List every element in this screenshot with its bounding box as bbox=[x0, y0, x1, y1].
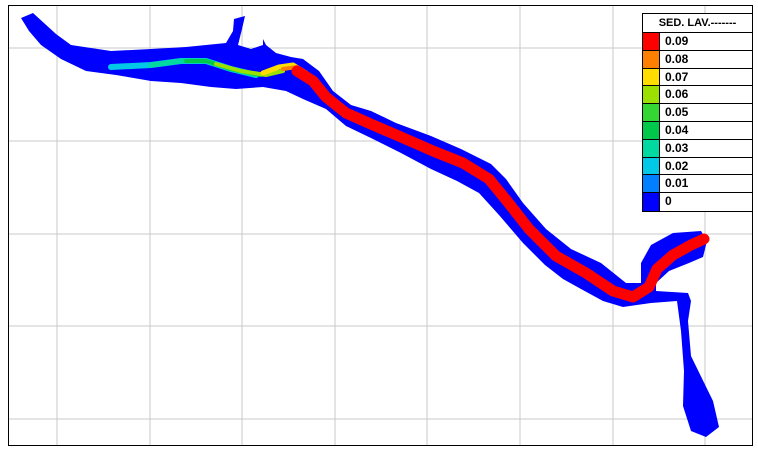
legend-label: 0.06 bbox=[665, 87, 689, 102]
legend-swatch bbox=[643, 50, 660, 68]
legend-entry: 0.09 bbox=[643, 33, 752, 51]
legend-entry: 0.08 bbox=[643, 50, 752, 69]
legend-label: 0.02 bbox=[665, 158, 689, 173]
legend-swatch bbox=[643, 139, 660, 157]
legend-label: 0.03 bbox=[665, 140, 689, 155]
legend-swatch bbox=[643, 68, 660, 86]
legend-swatch bbox=[643, 193, 660, 211]
legend-swatch bbox=[643, 121, 660, 139]
legend-label: 0.01 bbox=[665, 176, 689, 191]
legend-swatch bbox=[643, 86, 660, 104]
legend-entry: 0.03 bbox=[643, 139, 752, 158]
legend: SED. LAV.------- 0.09 0.08 0.07 0.06 0.0… bbox=[642, 13, 752, 212]
legend-label: 0 bbox=[665, 194, 672, 209]
legend-label: 0.07 bbox=[665, 69, 689, 84]
legend-entry: 0.02 bbox=[643, 157, 752, 176]
map-frame: SED. LAV.------- 0.09 0.08 0.07 0.06 0.0… bbox=[8, 5, 753, 446]
legend-label: 0.09 bbox=[665, 34, 689, 48]
legend-entry: 0.06 bbox=[643, 86, 752, 105]
legend-label: 0.04 bbox=[665, 122, 689, 137]
river-map bbox=[9, 6, 752, 445]
legend-entry: 0.01 bbox=[643, 175, 752, 194]
legend-swatch bbox=[643, 104, 660, 121]
legend-entry: 0.04 bbox=[643, 121, 752, 140]
legend-entry: 0.05 bbox=[643, 104, 752, 122]
legend-label: 0.05 bbox=[665, 105, 689, 120]
legend-label: 0.08 bbox=[665, 51, 689, 66]
legend-swatch bbox=[643, 175, 660, 193]
legend-swatch bbox=[643, 157, 660, 175]
legend-entry: 0.07 bbox=[643, 68, 752, 87]
legend-entries: 0.09 0.08 0.07 0.06 0.05 0.04 0.03 0.02 … bbox=[643, 33, 752, 211]
river-body bbox=[21, 13, 719, 437]
legend-title: SED. LAV.------- bbox=[643, 14, 752, 33]
concentration-plume bbox=[108, 58, 710, 303]
legend-swatch bbox=[643, 33, 660, 50]
legend-entry: 0 bbox=[643, 193, 752, 211]
